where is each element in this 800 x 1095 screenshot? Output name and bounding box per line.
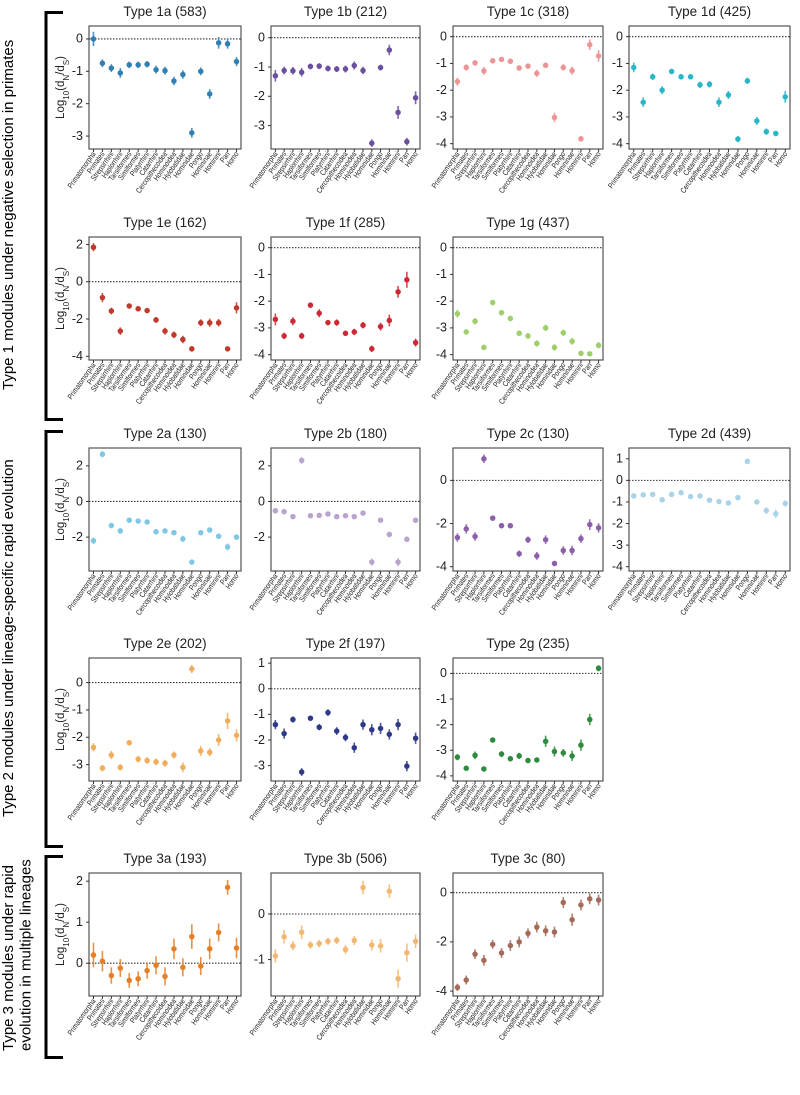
svg-text:Type 3a (193): Type 3a (193) xyxy=(123,851,206,866)
svg-text:-3: -3 xyxy=(72,129,83,143)
svg-text:-4: -4 xyxy=(436,136,447,150)
svg-text:0: 0 xyxy=(616,473,623,487)
svg-text:-1: -1 xyxy=(72,703,83,717)
svg-text:-3: -3 xyxy=(436,321,447,335)
svg-text:-1: -1 xyxy=(436,56,447,70)
svg-text:-2: -2 xyxy=(612,516,623,530)
svg-text:-3: -3 xyxy=(254,321,265,335)
svg-text:-1: -1 xyxy=(254,952,265,966)
svg-text:-2: -2 xyxy=(436,516,447,530)
svg-text:-1: -1 xyxy=(72,64,83,78)
svg-text:0: 0 xyxy=(440,885,447,899)
svg-text:Type 1a (583): Type 1a (583) xyxy=(123,4,206,19)
svg-text:2: 2 xyxy=(76,459,83,473)
svg-text:-2: -2 xyxy=(436,935,447,949)
svg-text:0: 0 xyxy=(440,473,447,487)
svg-text:-2: -2 xyxy=(254,294,265,308)
svg-text:-2: -2 xyxy=(612,83,623,97)
svg-text:-1: -1 xyxy=(254,707,265,721)
svg-text:-1: -1 xyxy=(612,56,623,70)
svg-text:1: 1 xyxy=(76,915,83,929)
svg-text:-2: -2 xyxy=(254,733,265,747)
svg-text:Type 1d (425): Type 1d (425) xyxy=(668,4,751,19)
svg-text:-1: -1 xyxy=(254,267,265,281)
svg-text:0: 0 xyxy=(440,240,447,254)
svg-text:-4: -4 xyxy=(72,349,83,363)
svg-text:0: 0 xyxy=(616,29,623,43)
svg-text:-2: -2 xyxy=(72,730,83,744)
svg-text:-3: -3 xyxy=(436,110,447,124)
svg-text:-4: -4 xyxy=(436,347,447,361)
svg-text:Type 1f (285): Type 1f (285) xyxy=(306,215,386,230)
svg-text:-4: -4 xyxy=(612,136,623,150)
svg-text:Type 3b (506): Type 3b (506) xyxy=(304,851,387,866)
svg-text:Type 2f (197): Type 2f (197) xyxy=(306,636,386,651)
svg-text:-4: -4 xyxy=(436,769,447,783)
svg-text:-2: -2 xyxy=(436,294,447,308)
svg-text:-4: -4 xyxy=(254,347,265,361)
svg-text:0: 0 xyxy=(258,31,265,45)
svg-text:-2: -2 xyxy=(72,530,83,544)
svg-text:-3: -3 xyxy=(254,758,265,772)
svg-text:-4: -4 xyxy=(436,984,447,998)
svg-text:0: 0 xyxy=(76,32,83,46)
svg-text:Type 2c (130): Type 2c (130) xyxy=(487,426,570,441)
svg-text:Type 2e (202): Type 2e (202) xyxy=(123,636,206,651)
svg-text:-4: -4 xyxy=(612,559,623,573)
svg-text:0: 0 xyxy=(76,275,83,289)
svg-text:Type 1e (162): Type 1e (162) xyxy=(123,215,206,230)
svg-text:-2: -2 xyxy=(254,89,265,103)
svg-text:-3: -3 xyxy=(612,538,623,552)
svg-text:Type 1b (212): Type 1b (212) xyxy=(304,4,387,19)
svg-text:-4: -4 xyxy=(436,559,447,573)
svg-text:0: 0 xyxy=(258,907,265,921)
svg-text:1: 1 xyxy=(258,656,265,670)
svg-text:Type 2d (439): Type 2d (439) xyxy=(668,426,751,441)
svg-text:2: 2 xyxy=(76,237,83,251)
svg-text:-1: -1 xyxy=(254,60,265,74)
svg-text:Type 1c (318): Type 1c (318) xyxy=(487,4,570,19)
svg-text:0: 0 xyxy=(76,494,83,508)
svg-text:0: 0 xyxy=(258,494,265,508)
svg-text:-3: -3 xyxy=(72,757,83,771)
svg-text:1: 1 xyxy=(616,452,623,466)
svg-text:0: 0 xyxy=(440,29,447,43)
svg-text:-2: -2 xyxy=(436,83,447,97)
svg-text:-2: -2 xyxy=(254,530,265,544)
svg-text:0: 0 xyxy=(76,956,83,970)
svg-text:0: 0 xyxy=(258,682,265,696)
svg-text:-2: -2 xyxy=(72,96,83,110)
svg-text:Type 3c (80): Type 3c (80) xyxy=(490,851,565,866)
svg-text:2: 2 xyxy=(258,459,265,473)
svg-text:0: 0 xyxy=(258,240,265,254)
svg-text:Type 2a (130): Type 2a (130) xyxy=(123,426,206,441)
svg-text:-3: -3 xyxy=(436,743,447,757)
svg-text:0: 0 xyxy=(76,675,83,689)
svg-text:0: 0 xyxy=(440,666,447,680)
svg-text:-3: -3 xyxy=(254,118,265,132)
svg-text:-3: -3 xyxy=(612,110,623,124)
svg-text:-2: -2 xyxy=(72,312,83,326)
svg-text:2: 2 xyxy=(76,874,83,888)
svg-text:Type 2g (235): Type 2g (235) xyxy=(486,636,569,651)
svg-text:-2: -2 xyxy=(436,717,447,731)
svg-text:Type 1g (437): Type 1g (437) xyxy=(486,215,569,230)
svg-text:-1: -1 xyxy=(436,692,447,706)
svg-text:Type 2b (180): Type 2b (180) xyxy=(304,426,387,441)
svg-text:-1: -1 xyxy=(436,267,447,281)
svg-text:-1: -1 xyxy=(612,495,623,509)
